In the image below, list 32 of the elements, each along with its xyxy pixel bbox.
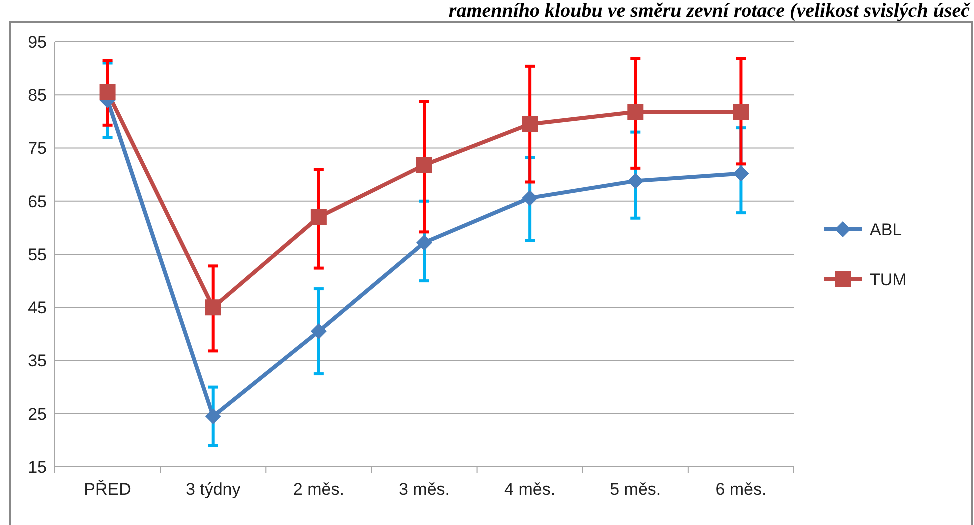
x-tick-label: 5 měs. (610, 480, 662, 499)
point (205, 300, 222, 316)
chart-title: ramenního kloubu ve směru zevní rotace (velikost svislých úseč (448, 0, 972, 22)
y-tick-label: 25 (28, 404, 47, 424)
legend-label: TUM (870, 270, 907, 290)
point (522, 190, 538, 206)
y-tick-label: 15 (28, 458, 47, 477)
y-tick-label: 45 (28, 298, 47, 318)
point (416, 234, 432, 251)
y-tick-label: 55 (28, 245, 47, 264)
y-tick-label: 75 (28, 139, 47, 158)
point (522, 116, 538, 132)
y-tick-label: 85 (28, 86, 47, 106)
point (628, 104, 644, 120)
y-tick-label: 35 (28, 352, 47, 371)
point (733, 166, 750, 182)
point (310, 324, 327, 340)
point (310, 209, 327, 226)
y-tick-label: 65 (28, 192, 47, 212)
x-tick-label: PŘED (84, 480, 132, 499)
x-tick-label: 3 měs. (398, 480, 450, 499)
y-tick-label: 95 (28, 32, 47, 52)
x-tick-label: 6 měs. (716, 480, 767, 499)
point (733, 104, 750, 120)
legend-label: ABL (870, 220, 902, 240)
point (628, 173, 644, 190)
x-tick-label: 2 měs. (293, 480, 344, 499)
point (100, 84, 116, 100)
x-tick-label: 3 týdny (186, 480, 242, 499)
point (416, 157, 432, 174)
point (205, 408, 222, 425)
x-tick-label: 4 měs. (504, 480, 556, 499)
